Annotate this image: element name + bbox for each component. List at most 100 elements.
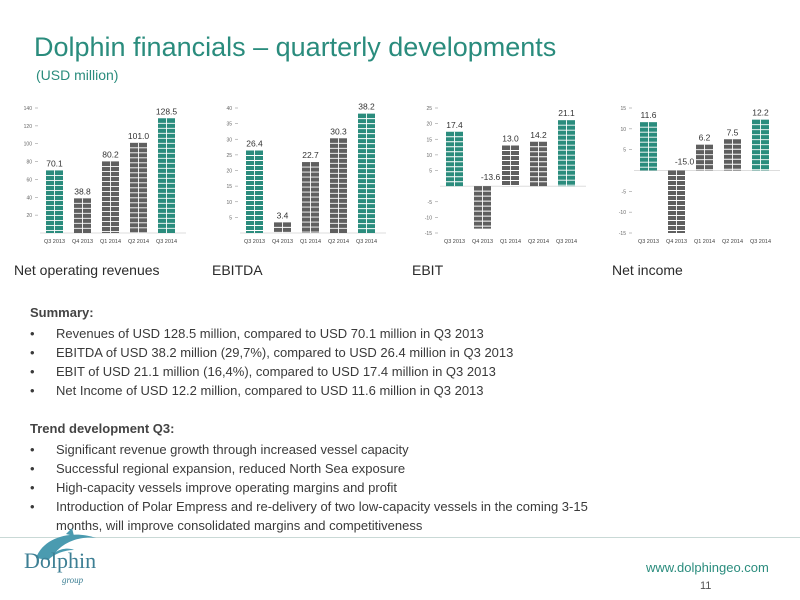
- y-tick-label: -10: [425, 215, 432, 221]
- data-label: 11.6: [641, 110, 657, 120]
- trend-item: Successful regional expansion, reduced N…: [30, 459, 770, 478]
- bar: [130, 142, 147, 234]
- y-tick-label: 35: [226, 122, 232, 128]
- data-label: 80.2: [102, 149, 119, 159]
- page-title: Dolphin financials – quarterly developme…: [34, 32, 557, 62]
- trend-item: Introduction of Polar Empress and re-del…: [30, 497, 636, 535]
- chart-net-operating-revenues: 20 40 60 80 100 120 140 70.1 Q3 2013 38.8 Q4 2013 8…: [18, 88, 188, 248]
- category-label: Q1 2014: [100, 239, 121, 245]
- y-tick-label: 10: [620, 127, 626, 133]
- category-label: Q4 2013: [472, 239, 493, 245]
- y-tick-label: 100: [24, 142, 33, 148]
- data-label: -13.6: [481, 172, 501, 182]
- category-label: Q1 2014: [300, 239, 321, 245]
- bar: [46, 170, 63, 233]
- y-tick-label: -5: [428, 200, 433, 206]
- bar: [74, 198, 91, 233]
- chart-svg: -15 -10 -5 5 10 15 11.6 Q3 2013 -15.0 Q4 2013 6.2 Q…: [619, 106, 780, 245]
- data-label: 3.4: [277, 210, 289, 220]
- category-label: Q3 2013: [444, 239, 465, 245]
- summary-item: Revenues of USD 128.5 million, compared …: [30, 324, 770, 343]
- category-label: Q2 2014: [528, 239, 549, 245]
- chart-title-net-income: Net income: [612, 262, 683, 278]
- bar: [246, 150, 263, 233]
- data-label: 30.3: [330, 126, 347, 136]
- category-label: Q4 2013: [272, 239, 293, 245]
- data-label: 14.2: [530, 130, 547, 140]
- data-label: 70.1: [46, 158, 63, 168]
- y-tick-label: -15: [619, 231, 626, 237]
- data-label: 38.8: [74, 186, 91, 196]
- data-label: 12.2: [752, 108, 769, 118]
- logo-subtext: group: [62, 575, 84, 585]
- y-tick-label: 5: [429, 169, 432, 175]
- bar: [724, 139, 741, 171]
- chart-svg: -15 -10 -5 5 10 15 20 25 17.4 Q3 2013 -13.6 Q4 2013…: [425, 106, 586, 245]
- bar: [274, 222, 291, 233]
- y-tick-label: 40: [26, 195, 32, 201]
- bar: [102, 161, 119, 233]
- summary-section: Summary: Revenues of USD 128.5 million, …: [30, 303, 770, 535]
- data-label: 21.1: [558, 108, 575, 118]
- summary-heading: Summary:: [30, 305, 94, 320]
- summary-item: Net Income of USD 12.2 million, compared…: [30, 381, 770, 400]
- trend-heading: Trend development Q3:: [30, 421, 175, 436]
- y-tick-label: 15: [620, 106, 626, 112]
- category-label: Q4 2013: [666, 239, 687, 245]
- page-subtitle: (USD million): [36, 67, 119, 83]
- category-label: Q2 2014: [722, 239, 743, 245]
- chart-svg: 20 40 60 80 100 120 140 70.1 Q3 2013 38.8 Q4 2013 8…: [24, 106, 186, 245]
- bar: [502, 145, 519, 187]
- chart-title-ebitda: EBITDA: [212, 262, 263, 278]
- category-label: Q3 2014: [156, 239, 177, 245]
- y-tick-label: 20: [226, 169, 232, 175]
- bar: [330, 138, 347, 233]
- y-tick-label: -15: [425, 231, 432, 237]
- chart-ebit: -15 -10 -5 5 10 15 20 25 17.4 Q3 2013 -13.6 Q4 2013…: [418, 88, 588, 248]
- y-tick-label: 30: [226, 137, 232, 143]
- category-label: Q3 2014: [356, 239, 377, 245]
- y-tick-label: 10: [426, 153, 432, 159]
- data-label: 101.0: [128, 131, 150, 141]
- chart-title-net-operating-revenues: Net operating revenues: [14, 262, 160, 278]
- data-label: 7.5: [727, 127, 739, 137]
- bar: [446, 131, 463, 187]
- chart-svg: 5 10 15 20 25 30 35 40 26.4 Q3 2013 3.4 Q4 2013 22.7…: [226, 102, 386, 245]
- y-tick-label: 5: [229, 215, 232, 221]
- bar: [358, 113, 375, 233]
- y-tick-label: -5: [622, 189, 627, 195]
- y-tick-label: 40: [226, 106, 232, 112]
- page-number: 11: [700, 580, 712, 592]
- y-tick-label: 80: [26, 160, 32, 166]
- category-label: Q1 2014: [500, 239, 521, 245]
- category-label: Q3 2013: [44, 239, 65, 245]
- y-tick-label: 20: [26, 213, 32, 219]
- bar: [558, 120, 575, 187]
- y-tick-label: 25: [426, 106, 432, 112]
- data-label: 13.0: [502, 134, 519, 144]
- bar: [474, 186, 491, 229]
- chart-net-income: -15 -10 -5 5 10 15 11.6 Q3 2013 -15.0 Q4 2013 6.2 Q…: [612, 88, 782, 248]
- trend-item: High-capacity vessels improve operating …: [30, 478, 770, 497]
- category-label: Q2 2014: [328, 239, 349, 245]
- y-tick-label: 15: [426, 137, 432, 143]
- chart-title-ebit: EBIT: [412, 262, 444, 278]
- y-tick-label: 140: [24, 106, 33, 112]
- bar: [752, 119, 769, 171]
- chart-ebitda: 5 10 15 20 25 30 35 40 26.4 Q3 2013 3.4 Q4 2013 22.7…: [218, 88, 388, 248]
- summary-item: EBITDA of USD 38.2 million (29,7%), comp…: [30, 343, 770, 362]
- website-link[interactable]: www.dolphingeo.com: [646, 560, 769, 575]
- y-tick-label: 120: [24, 124, 33, 130]
- bar: [302, 162, 319, 233]
- category-label: Q3 2014: [750, 239, 771, 245]
- bar: [158, 118, 175, 233]
- footer-divider: [0, 537, 800, 538]
- trend-item: Significant revenue growth through incre…: [30, 440, 770, 459]
- y-tick-label: 5: [623, 148, 626, 154]
- category-label: Q1 2014: [694, 239, 715, 245]
- bar: [668, 170, 685, 233]
- y-tick-label: 60: [26, 177, 32, 183]
- data-label: 22.7: [302, 150, 319, 160]
- data-label: -15.0: [675, 157, 695, 167]
- category-label: Q4 2013: [72, 239, 93, 245]
